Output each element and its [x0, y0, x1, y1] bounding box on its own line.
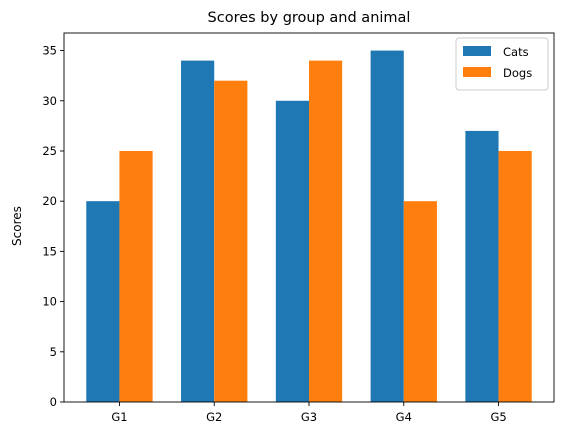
bar-cats-g1 [86, 201, 120, 402]
legend-label-cats: Cats [503, 45, 529, 59]
legend-label-dogs: Dogs [503, 66, 532, 80]
bar-cats-g3 [275, 100, 309, 402]
bar-dogs-g5 [498, 150, 532, 402]
bars-layer [86, 50, 532, 403]
legend-swatch-dogs [463, 67, 491, 77]
bar-dogs-g2 [214, 80, 248, 402]
bar-dogs-g3 [309, 60, 343, 403]
y-tick-label: 30 [42, 94, 57, 108]
y-tick-label: 15 [42, 244, 57, 258]
y-tick-label: 25 [42, 144, 57, 158]
x-tick-label: G1 [111, 410, 127, 424]
legend-box [455, 37, 549, 91]
bar-cats-g4 [370, 50, 404, 402]
legend-swatch-cats [463, 46, 491, 56]
y-axis-label: Scores [10, 206, 24, 246]
bar-cats-g2 [181, 60, 215, 403]
x-tick-label: G2 [206, 410, 222, 424]
y-tick-label: 20 [42, 194, 57, 208]
y-tick-label: 5 [50, 345, 57, 359]
axes-layer: 0 5 10 15 20 25 30 35 G1 G2 G3 G4 G5 [42, 32, 555, 424]
bar-dogs-g1 [119, 150, 153, 402]
legend: Cats Dogs [455, 37, 549, 91]
y-tick-label: 35 [42, 44, 57, 58]
x-tick-label: G3 [301, 410, 317, 424]
chart-title: Scores by group and animal [208, 10, 411, 26]
x-tick-label: G5 [490, 410, 506, 424]
bar-dogs-g4 [403, 201, 437, 402]
x-tick-label: G4 [396, 410, 412, 424]
y-tick-label: 0 [50, 395, 57, 409]
bar-cats-g5 [465, 130, 499, 402]
y-tick-label: 10 [42, 295, 57, 309]
